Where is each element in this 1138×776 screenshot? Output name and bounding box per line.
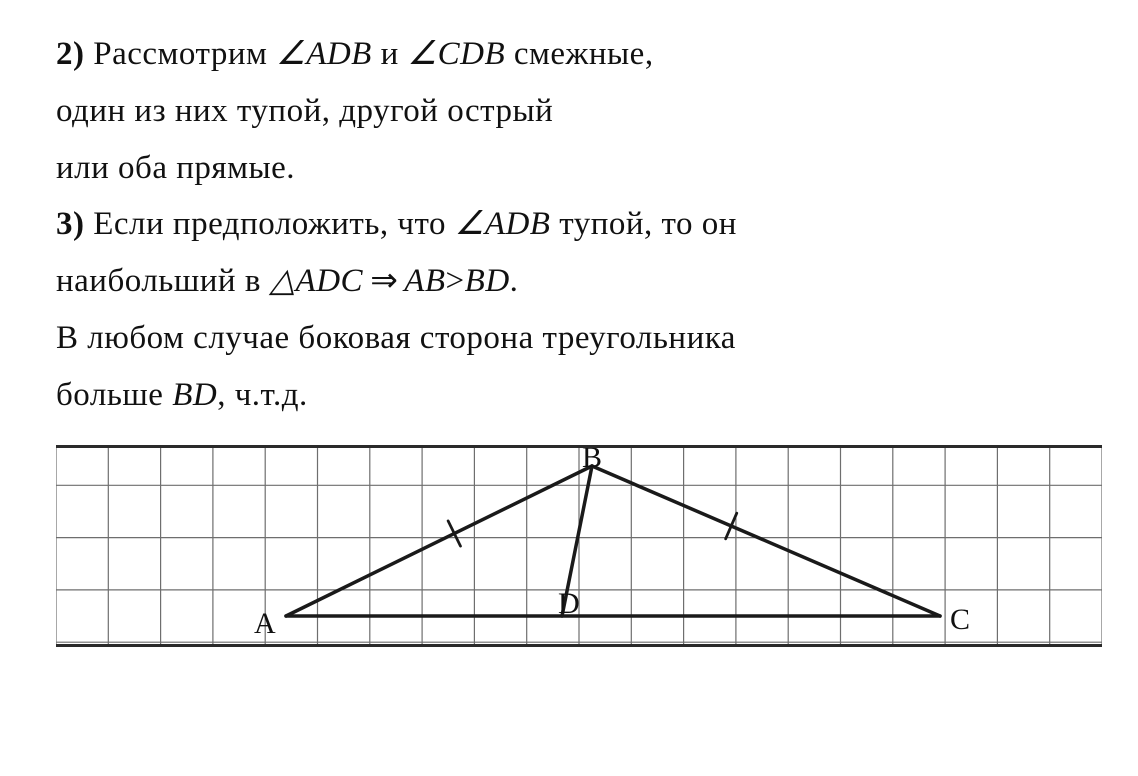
- angle-adb: ∠ADB: [276, 36, 372, 72]
- svg-text:D: D: [558, 587, 580, 620]
- line-5: наибольший в △ADC ⇒ AB>BD.: [56, 253, 1102, 310]
- line-7: больше BD, ч.т.д.: [56, 367, 1102, 424]
- proof-text: 2) Рассмотрим ∠ADB и ∠CDB смежные, один …: [56, 26, 1102, 423]
- line-2: один из них тупой, другой острый: [56, 83, 1102, 140]
- line-4: 3) Если предположить, что ∠ADB тупой, то…: [56, 196, 1102, 253]
- triangle-adc: △ADC: [270, 263, 363, 299]
- item2-number: 2): [56, 36, 85, 72]
- angle-adb-2: ∠ADB: [455, 206, 551, 242]
- svg-text:C: C: [950, 603, 970, 636]
- implies-symbol: ⇒: [363, 263, 404, 299]
- item3-number: 3): [56, 206, 85, 242]
- seg-bd: BD: [465, 263, 510, 299]
- svg-text:A: A: [254, 607, 276, 640]
- line-6: В любом случае боковая сторона треугольн…: [56, 310, 1102, 367]
- line-3: или оба прямые.: [56, 140, 1102, 197]
- seg-ab: AB: [404, 263, 445, 299]
- svg-text:B: B: [582, 448, 602, 474]
- seg-bd-2: BD: [172, 377, 217, 413]
- angle-cdb: ∠CDB: [408, 36, 506, 72]
- triangle-diagram: A B C D: [56, 448, 1102, 644]
- line-1: 2) Рассмотрим ∠ADB и ∠CDB смежные,: [56, 26, 1102, 83]
- diagram-container: A B C D: [56, 445, 1102, 647]
